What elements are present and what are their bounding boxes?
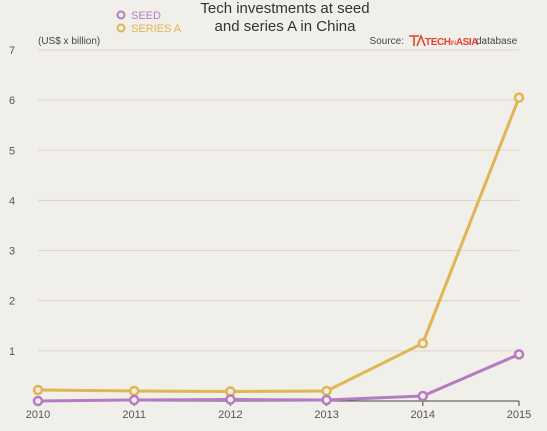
- y-tick-label: 7: [9, 45, 15, 57]
- legend-marker-icon: [116, 23, 126, 33]
- brand-asia: ASIA: [456, 37, 478, 48]
- brand-tech: TECH: [425, 37, 451, 48]
- data-point-seed: [32, 395, 44, 407]
- source-line: Source: TECHINASIA database: [370, 33, 518, 48]
- x-tick-label: 2014: [411, 409, 435, 421]
- data-point-seed: [128, 394, 140, 406]
- x-tick-label: 2010: [26, 409, 50, 421]
- y-tick-label: 6: [9, 95, 15, 107]
- brand-in: IN: [451, 41, 456, 47]
- legend-label: SEED: [131, 10, 161, 22]
- y-tick-label: 3: [9, 246, 15, 258]
- x-tick-label: 2011: [122, 409, 146, 421]
- data-point-seed: [225, 394, 236, 405]
- series-lines: [32, 92, 525, 407]
- techinasia-logo: TECHINASIA: [409, 33, 479, 48]
- data-point-series-a: [513, 92, 525, 103]
- data-point-seed: [513, 349, 525, 360]
- y-tick-label: 2: [9, 296, 15, 308]
- data-point-seed: [417, 390, 429, 402]
- data-point-seed: [321, 394, 332, 406]
- legend-label: SERIES A: [131, 23, 182, 35]
- source-suffix: database: [476, 36, 518, 47]
- x-tick-label: 2013: [314, 409, 338, 421]
- x-tick-label: 2012: [218, 409, 242, 421]
- x-tick-labels: 2010 2011 2012 2013 2014 2015: [26, 409, 531, 421]
- title-line-2: and series A in China: [215, 18, 357, 35]
- data-point-series-a: [128, 385, 140, 397]
- series-line-seed: [37, 352, 520, 403]
- grid-lines: [37, 49, 520, 406]
- techinasia-wordmark: TECHINASIA: [425, 37, 478, 48]
- data-point-series-a: [417, 338, 429, 349]
- techinasia-mark-icon: [409, 33, 426, 47]
- title-line-1: Tech investments at seed: [200, 0, 369, 17]
- series-line-series-a: [37, 97, 521, 393]
- x-tick-label: 2015: [507, 409, 531, 421]
- y-tick-labels: 1 2 3 4 5 6 7: [9, 45, 15, 358]
- data-point-series-a: [32, 384, 44, 396]
- data-point-series-a: [321, 385, 332, 397]
- y-tick-label: 5: [9, 145, 15, 157]
- legend-marker-icon: [116, 10, 126, 20]
- y-tick-label: 1: [9, 346, 15, 358]
- y-tick-label: 4: [9, 195, 15, 207]
- unit-label: (US$ x billion): [38, 36, 100, 47]
- source-prefix: Source:: [370, 36, 404, 47]
- chart-title: Tech investments at seed and series A in…: [200, 0, 369, 35]
